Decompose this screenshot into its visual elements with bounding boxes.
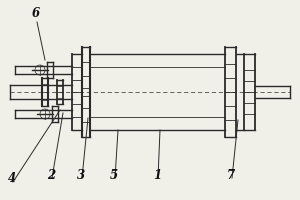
Text: 2: 2: [47, 169, 55, 182]
Text: 7: 7: [227, 169, 235, 182]
Text: 4: 4: [8, 172, 16, 185]
Text: 6: 6: [32, 7, 40, 20]
Text: 1: 1: [153, 169, 161, 182]
Text: 5: 5: [110, 169, 118, 182]
Text: 3: 3: [77, 169, 85, 182]
